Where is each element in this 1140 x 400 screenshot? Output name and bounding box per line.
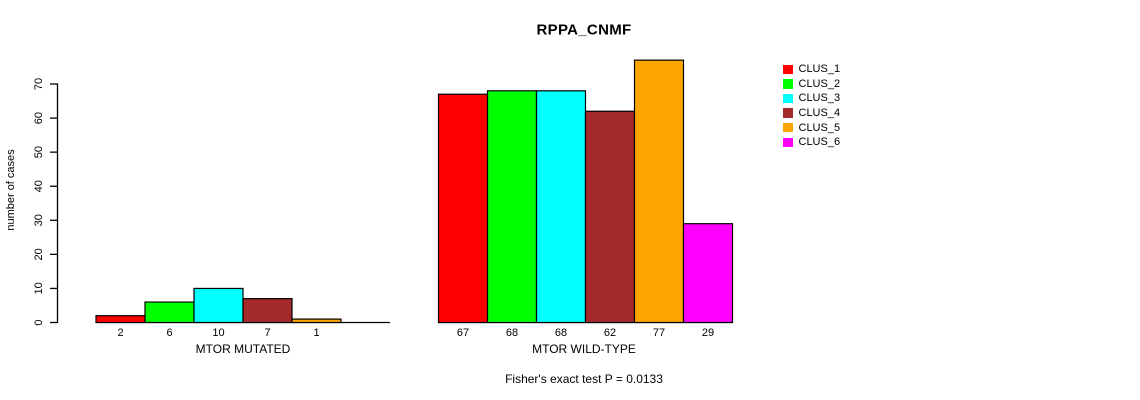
bar-value-label: 7 <box>264 327 270 339</box>
y-axis-tick-label: 40 <box>33 180 45 192</box>
legend-color-swatch <box>783 79 793 89</box>
legend-label: CLUS_6 <box>798 136 841 149</box>
legend-label: CLUS_5 <box>798 121 841 134</box>
bar-clus_3-group1 <box>535 90 587 324</box>
legend-item: CLUS_1 <box>783 62 840 77</box>
legend-color-swatch <box>783 122 793 133</box>
bar-clus_1-group0 <box>95 315 146 324</box>
legend-label: CLUS_3 <box>798 92 841 105</box>
legend-color-swatch <box>783 137 793 148</box>
bar-clus_2-group0 <box>144 301 195 324</box>
bar-clus_4-group0 <box>242 298 293 324</box>
bar-value-label: 77 <box>653 327 665 339</box>
legend: CLUS_1 CLUS_2 CLUS_3 CLUS_4 CLUS_5 CLUS_6 <box>783 62 840 150</box>
y-axis-tick-label: 30 <box>33 214 45 226</box>
legend-item: CLUS_3 <box>783 91 840 106</box>
legend-color-swatch <box>783 93 793 104</box>
bar-value-label: 6 <box>166 327 172 339</box>
legend-color-swatch <box>783 64 793 75</box>
legend-color-swatch <box>783 108 793 118</box>
y-axis-tick-label: 0 <box>33 319 45 325</box>
bar-clus_5-group0 <box>291 318 342 324</box>
bar-value-label: 29 <box>702 327 714 339</box>
bar-clus_4-group1 <box>584 110 636 324</box>
bar-value-label: 68 <box>506 327 518 339</box>
chart-title: RPPA_CNMF <box>536 21 632 39</box>
bar-clus_5-group1 <box>633 59 685 324</box>
legend-item: CLUS_5 <box>783 120 840 135</box>
fisher-test-annotation: Fisher's exact test P = 0.0133 <box>505 372 663 386</box>
legend-label: CLUS_4 <box>798 107 841 120</box>
bar-clus_6-group1 <box>682 223 734 324</box>
bar-clus_1-group1 <box>437 93 489 324</box>
bar-value-label: 2 <box>117 327 123 339</box>
y-axis-tick-label: 60 <box>33 112 45 124</box>
bar-clus_3-group0 <box>193 287 244 324</box>
bar-clus_2-group1 <box>486 90 538 324</box>
bar-value-label: 68 <box>555 327 567 339</box>
y-axis-tick-label: 20 <box>33 248 45 260</box>
legend-item: CLUS_2 <box>783 77 840 92</box>
legend-item: CLUS_6 <box>783 135 840 150</box>
bar-value-label: 10 <box>212 327 224 339</box>
bar-value-label: 67 <box>457 327 469 339</box>
legend-label: CLUS_2 <box>798 77 841 90</box>
x-axis-group-label-mutated: MTOR MUTATED <box>195 342 291 356</box>
x-axis-group-label-wildtype: MTOR WILD-TYPE <box>532 342 636 356</box>
bar-value-label: 1 <box>313 327 319 339</box>
y-axis-tick-label: 50 <box>33 146 45 158</box>
legend-label: CLUS_1 <box>798 63 841 76</box>
y-axis-tick-label: 70 <box>33 78 45 90</box>
legend-item: CLUS_4 <box>783 106 840 121</box>
y-axis-tick-label: 10 <box>33 282 45 294</box>
bar-value-label: 62 <box>604 327 616 339</box>
